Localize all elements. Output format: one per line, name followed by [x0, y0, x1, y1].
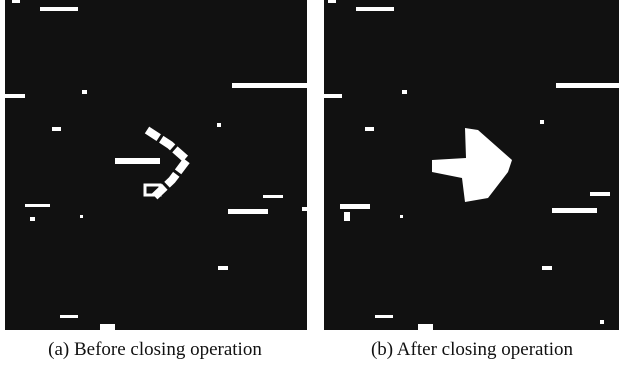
panel-after — [324, 0, 619, 330]
panel-before — [5, 0, 307, 330]
caption: (a) Before closing operation — [48, 339, 262, 360]
caption: (b) After closing operation — [371, 339, 574, 360]
image-background — [5, 0, 307, 330]
page: (a) Before closing operation (b) After c… — [0, 0, 619, 368]
figure: (a) Before closing operation (b) After c… — [0, 0, 619, 368]
